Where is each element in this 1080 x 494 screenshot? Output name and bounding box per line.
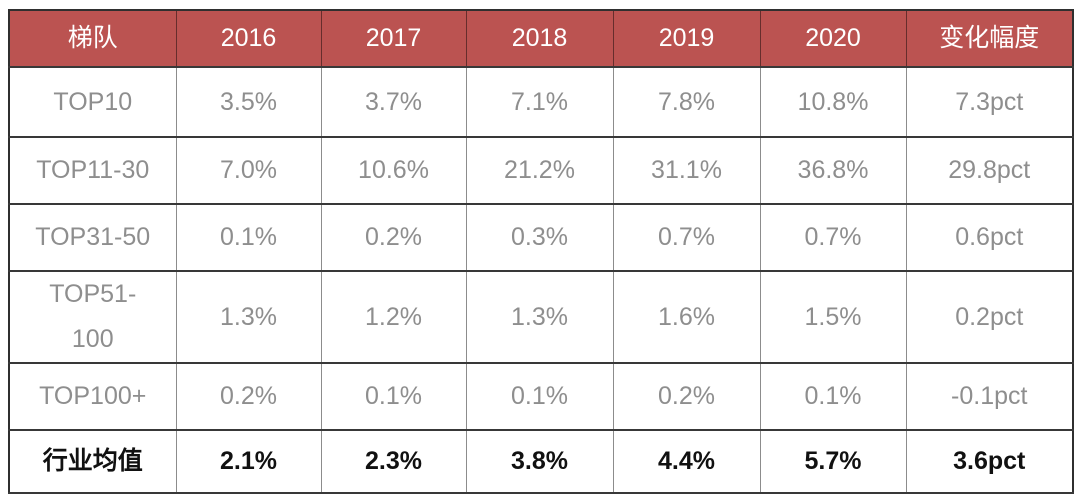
- value-cell: 3.6pct: [905, 429, 1074, 494]
- value-cell: 1.2%: [320, 270, 467, 364]
- value-cell: 4.4%: [612, 429, 761, 494]
- value-cell: 0.1%: [175, 203, 322, 272]
- value-cell: 7.0%: [175, 136, 322, 205]
- table-row-industry-average: 行业均值 2.1% 2.3% 3.8% 4.4% 5.7% 3.6pct: [8, 429, 1074, 494]
- header-row: 梯队 2016 2017 2018 2019 2020 变化幅度: [8, 9, 1074, 68]
- value-cell: 5.7%: [759, 429, 907, 494]
- header-cell-2018: 2018: [465, 9, 614, 68]
- value-cell: 29.8pct: [905, 136, 1074, 205]
- tier-cell: TOP100+: [8, 362, 177, 431]
- value-cell: 1.3%: [175, 270, 322, 364]
- value-cell: 10.6%: [320, 136, 467, 205]
- value-cell: 2.3%: [320, 429, 467, 494]
- value-cell: 36.8%: [759, 136, 907, 205]
- header-cell-2016: 2016: [175, 9, 322, 68]
- table-row-top51-100: TOP51-100 1.3% 1.2% 1.3% 1.6% 1.5% 0.2pc…: [8, 270, 1074, 364]
- value-cell: 0.7%: [612, 203, 761, 272]
- value-cell: 0.2%: [612, 362, 761, 431]
- table-header: 梯队 2016 2017 2018 2019 2020 变化幅度: [8, 9, 1074, 68]
- value-cell: 1.3%: [465, 270, 614, 364]
- value-cell: 7.3pct: [905, 66, 1074, 138]
- value-cell: 2.1%: [175, 429, 322, 494]
- value-cell: 0.3%: [465, 203, 614, 272]
- tier-cell: TOP11-30: [8, 136, 177, 205]
- value-cell: 0.2pct: [905, 270, 1074, 364]
- tier-share-table: 梯队 2016 2017 2018 2019 2020 变化幅度 TOP10 3…: [8, 9, 1074, 494]
- value-cell: 3.8%: [465, 429, 614, 494]
- value-cell: 0.1%: [759, 362, 907, 431]
- header-cell-2019: 2019: [612, 9, 761, 68]
- value-cell: 0.7%: [759, 203, 907, 272]
- header-cell-2017: 2017: [320, 9, 467, 68]
- tier-cell: TOP10: [8, 66, 177, 138]
- value-cell: 0.2%: [320, 203, 467, 272]
- value-cell: 3.7%: [320, 66, 467, 138]
- header-cell-tier: 梯队: [8, 9, 177, 68]
- header-cell-2020: 2020: [759, 9, 907, 68]
- value-cell: 1.5%: [759, 270, 907, 364]
- value-cell: 3.5%: [175, 66, 322, 138]
- value-cell: 1.6%: [612, 270, 761, 364]
- table-body: TOP10 3.5% 3.7% 7.1% 7.8% 10.8% 7.3pct T…: [8, 66, 1074, 494]
- header-cell-change: 变化幅度: [905, 9, 1074, 68]
- value-cell: -0.1pct: [905, 362, 1074, 431]
- value-cell: 10.8%: [759, 66, 907, 138]
- value-cell: 0.1%: [320, 362, 467, 431]
- table-row-top11-30: TOP11-30 7.0% 10.6% 21.2% 31.1% 36.8% 29…: [8, 136, 1074, 205]
- table-row-top100plus: TOP100+ 0.2% 0.1% 0.1% 0.2% 0.1% -0.1pct: [8, 362, 1074, 431]
- value-cell: 21.2%: [465, 136, 614, 205]
- value-cell: 0.1%: [465, 362, 614, 431]
- table-row-top31-50: TOP31-50 0.1% 0.2% 0.3% 0.7% 0.7% 0.6pct: [8, 203, 1074, 272]
- value-cell: 0.6pct: [905, 203, 1074, 272]
- tier-cell: 行业均值: [8, 429, 177, 494]
- tier-cell: TOP31-50: [8, 203, 177, 272]
- value-cell: 7.8%: [612, 66, 761, 138]
- value-cell: 0.2%: [175, 362, 322, 431]
- table-row-top10: TOP10 3.5% 3.7% 7.1% 7.8% 10.8% 7.3pct: [8, 66, 1074, 138]
- value-cell: 7.1%: [465, 66, 614, 138]
- tier-cell: TOP51-100: [8, 270, 177, 364]
- value-cell: 31.1%: [612, 136, 761, 205]
